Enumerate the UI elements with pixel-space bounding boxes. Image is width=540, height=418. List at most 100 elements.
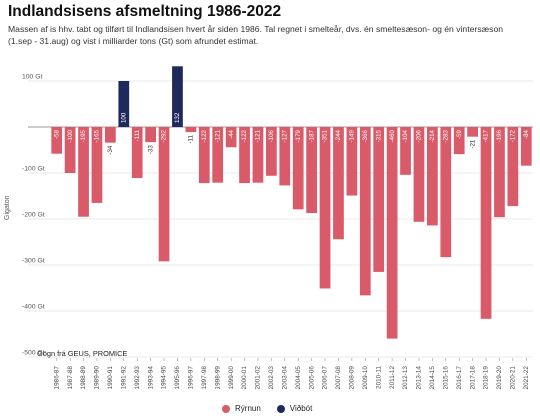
data-label: -179 xyxy=(295,129,302,142)
chart-title: Indlandsisens afsmeltning 1986-2022 xyxy=(8,3,282,20)
y-tick-label: -100 Gt xyxy=(22,166,45,173)
data-label: -100 xyxy=(67,129,74,142)
x-tick-label: 2012-13 xyxy=(402,366,409,390)
bar xyxy=(507,127,519,207)
data-label: -315 xyxy=(375,129,382,142)
data-label: -417 xyxy=(483,129,490,142)
legend-swatch-loss xyxy=(222,404,230,413)
data-label: -121 xyxy=(255,129,262,142)
bar xyxy=(78,127,89,217)
x-tick-label: 1989-90 xyxy=(94,366,101,390)
data-label: -104 xyxy=(402,129,409,142)
y-tick-label: 100 Gt xyxy=(22,74,43,81)
x-tick-label: 2000-01 xyxy=(241,366,248,390)
bar xyxy=(252,127,264,183)
x-tick-label: 2002-03 xyxy=(268,366,275,390)
x-tick-label: 2010-11 xyxy=(375,366,382,389)
y-tick-label: -400 Gt xyxy=(22,304,45,311)
bar xyxy=(51,127,63,154)
x-tick-label: 1987-88 xyxy=(67,366,74,390)
bar xyxy=(266,127,277,176)
y-tick-label: -300 Gt xyxy=(22,258,45,265)
bar xyxy=(105,127,116,143)
x-tick-label: 2016-17 xyxy=(456,366,463,390)
data-label: -122 xyxy=(201,129,208,142)
legend-label-gain: Viðbót xyxy=(289,404,313,413)
bar xyxy=(91,127,103,203)
chart-subtitle: Massen af is hhv. tabt og tilført til In… xyxy=(8,24,504,47)
x-tick-label: 2005-06 xyxy=(308,366,315,390)
x-tick-label: 1995-96 xyxy=(174,366,181,390)
bar xyxy=(520,127,532,166)
data-label: -122 xyxy=(241,129,248,142)
bar xyxy=(279,127,291,186)
bar xyxy=(225,127,237,148)
source-note: Gögn frá GEUS, PROMICE xyxy=(37,349,128,358)
data-label: -21 xyxy=(469,139,476,149)
x-tick-label: 1996-97 xyxy=(188,366,195,390)
data-label: -206 xyxy=(416,129,423,142)
x-tick-label: 1986-87 xyxy=(53,366,60,390)
x-tick-label: 2008-09 xyxy=(349,366,356,390)
data-label: -84 xyxy=(523,129,530,139)
x-tick-label: 2015-16 xyxy=(442,366,449,390)
y-tick-label: -500 Gt xyxy=(22,350,45,357)
x-tick-label: 1997-98 xyxy=(201,366,208,390)
bar xyxy=(292,127,304,210)
bar xyxy=(359,127,371,296)
data-label: -44 xyxy=(228,129,235,139)
bar xyxy=(64,127,76,173)
data-label: -111 xyxy=(134,129,141,141)
data-label: -149 xyxy=(349,129,356,142)
legend-item-gain: Viðbót xyxy=(276,404,313,413)
data-label: -366 xyxy=(362,129,369,142)
x-tick-label: 1988-89 xyxy=(80,366,87,390)
bar xyxy=(373,127,385,272)
x-tick-label: 1991-92 xyxy=(120,366,127,390)
bar xyxy=(386,127,398,339)
x-tick-label: 2007-08 xyxy=(335,366,342,390)
bar xyxy=(427,127,438,226)
legend-label-loss: Rýrnun xyxy=(235,404,261,413)
data-label: -283 xyxy=(442,129,449,142)
bar xyxy=(145,127,156,143)
bar xyxy=(413,127,425,222)
bar xyxy=(198,127,210,184)
data-label: -58 xyxy=(53,129,60,139)
data-label: -59 xyxy=(456,129,463,139)
bar xyxy=(494,127,505,218)
data-label: -172 xyxy=(510,129,517,142)
data-label: 100 xyxy=(120,112,127,123)
bar xyxy=(400,127,411,175)
x-tick-label: 2006-07 xyxy=(322,366,329,390)
x-tick-label: 1994-95 xyxy=(161,366,168,390)
data-label: -460 xyxy=(389,129,396,142)
bar xyxy=(158,127,170,262)
bar xyxy=(440,127,452,258)
bar xyxy=(185,127,197,133)
data-label: -106 xyxy=(268,129,275,142)
data-label: -244 xyxy=(335,129,342,142)
x-tick-label: 1998-99 xyxy=(214,366,221,390)
bar xyxy=(306,127,317,214)
x-tick-label: 2003-04 xyxy=(281,366,288,390)
bar xyxy=(480,127,492,319)
bar xyxy=(172,66,183,127)
bar xyxy=(333,127,344,240)
x-tick-label: 1990-91 xyxy=(107,366,114,390)
data-label: -127 xyxy=(281,129,288,142)
bar xyxy=(453,127,465,155)
x-tick-label: 2018-19 xyxy=(483,366,490,390)
data-label: -351 xyxy=(322,129,329,142)
x-tick-label: 1993-94 xyxy=(147,366,154,390)
x-tick-label: 2020-21 xyxy=(510,366,517,390)
bar xyxy=(319,127,331,289)
x-tick-label: 2017-18 xyxy=(469,366,476,390)
y-tick-label: -200 Gt xyxy=(22,212,45,219)
bar xyxy=(467,127,478,137)
x-tick-label: 2019-20 xyxy=(496,366,503,390)
legend-swatch-gain xyxy=(276,404,285,413)
x-tick-label: 2001-02 xyxy=(255,366,262,390)
data-label: -195 xyxy=(80,129,87,142)
